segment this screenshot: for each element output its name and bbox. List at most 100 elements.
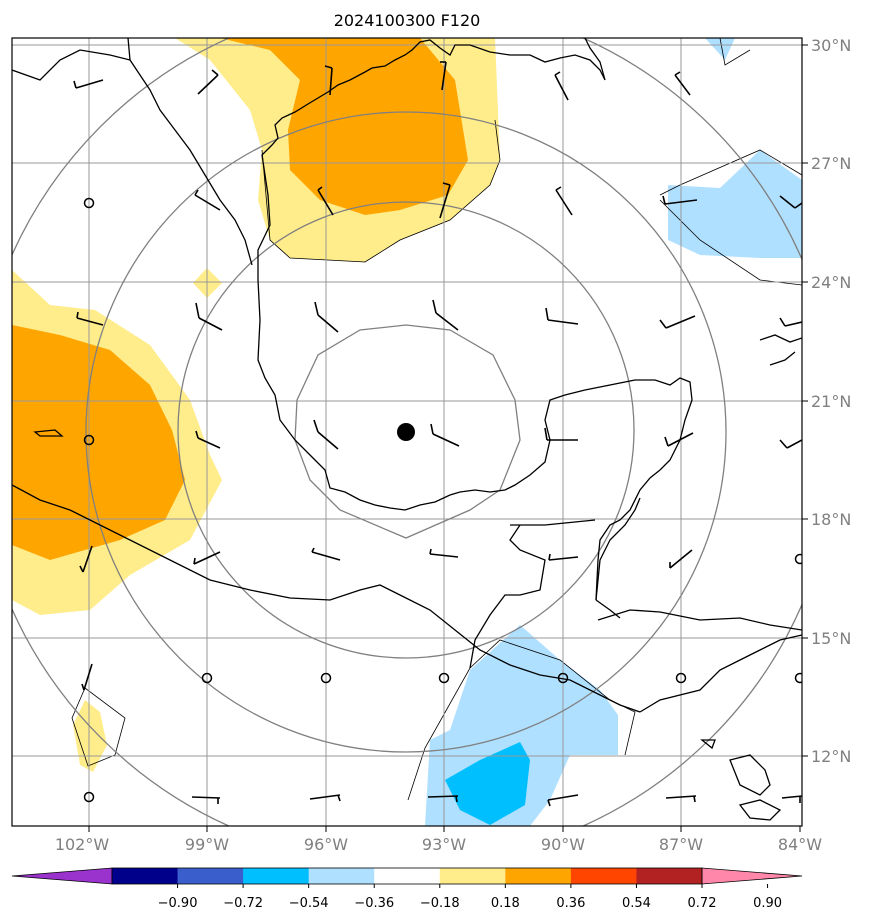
calm-wind-markers — [83, 197, 802, 803]
colorbar-tick-label: −0.18 — [420, 896, 460, 911]
lat-tick-label: 12°N — [811, 747, 851, 766]
ring-2 — [177, 201, 635, 659]
lat-tick-label: 15°N — [811, 629, 851, 648]
wind-barb — [427, 795, 459, 803]
colorbar-frame — [111, 867, 703, 885]
colorbar-tick-label: 0.54 — [622, 896, 651, 911]
colorbar-bin — [374, 868, 441, 884]
lon-axis: 102°W 99°W 96°W 93°W 90°W 87°W 84°W — [55, 826, 822, 854]
wind-barb — [779, 195, 802, 209]
guatemala-east — [595, 599, 621, 619]
ring-3 — [85, 111, 727, 753]
mexico-gulf-coast — [257, 279, 693, 601]
wind-barb — [193, 551, 221, 565]
wind-barb — [430, 423, 460, 447]
wind-barb — [324, 65, 333, 96]
cuba-outline — [729, 754, 771, 796]
florida-panhandle — [584, 38, 606, 81]
colorbar-tick-label: 0.90 — [753, 896, 782, 911]
colorbar-bin — [112, 868, 179, 884]
wind-barb — [662, 195, 698, 205]
negative-anomaly-east — [668, 150, 802, 258]
wind-barb — [781, 795, 802, 803]
wind-barb — [545, 307, 579, 325]
texas-inland-border — [12, 49, 253, 266]
colorbar-tick-label: 0.18 — [491, 896, 520, 911]
us-gulf-coast — [257, 39, 606, 280]
ring-1 — [294, 324, 521, 539]
colorbar-bin — [636, 868, 703, 884]
east-coast-fragment-2 — [769, 351, 796, 366]
distance-rings — [12, 38, 802, 826]
map-area — [12, 38, 802, 826]
colorbar-bin — [439, 868, 506, 884]
graticule — [12, 38, 802, 826]
lat-axis: 30°N 27°N 24°N 21°N 18°N 15°N 12°N — [802, 36, 851, 766]
lat-tick-label: 27°N — [811, 154, 851, 173]
wind-barb — [779, 317, 802, 327]
calm-marker — [557, 672, 569, 684]
calm-marker — [83, 434, 95, 446]
wind-barb — [191, 796, 221, 804]
wind-barb — [665, 795, 697, 803]
calm-marker — [794, 553, 802, 565]
colorbar-tick-label: 0.72 — [688, 896, 717, 911]
colorbar-tick-label: −0.54 — [289, 896, 329, 911]
wind-barb — [659, 315, 696, 329]
wind-barb — [313, 419, 339, 450]
wind-barb — [440, 61, 447, 91]
colorbar-bin — [243, 868, 310, 884]
central-america-border — [469, 524, 546, 669]
positive-anomaly-ne-orange — [220, 38, 468, 215]
lon-tick-label: 93°W — [422, 835, 466, 854]
colorbar-extend-low — [11, 867, 113, 885]
lat-tick-label: 30°N — [811, 36, 851, 55]
calm-marker — [320, 672, 332, 684]
island-1 — [33, 429, 64, 437]
filled-contours — [12, 38, 802, 826]
calm-marker — [201, 672, 213, 684]
wind-barb — [432, 299, 459, 331]
colorbar-bin — [505, 868, 572, 884]
calm-marker — [83, 791, 95, 803]
island-3 — [738, 799, 782, 821]
wind-barb — [195, 430, 221, 449]
colorbar-tick-label: −0.90 — [158, 896, 198, 911]
wind-barb — [674, 71, 691, 96]
calm-marker — [675, 672, 687, 684]
calm-marker — [794, 672, 802, 684]
wind-barb — [544, 427, 578, 441]
figure-title: 2024100300 F120 — [334, 11, 481, 30]
wind-barb — [197, 69, 219, 95]
wind-barb — [664, 432, 694, 447]
wind-barb — [669, 549, 693, 569]
wind-barb — [76, 311, 104, 326]
lon-tick-label: 87°W — [659, 835, 703, 854]
wind-barb — [309, 794, 341, 802]
wind-barb — [429, 548, 459, 558]
negative-anomaly-top — [705, 38, 735, 60]
calm-marker — [438, 672, 450, 684]
colorbar-bin — [570, 868, 637, 884]
wind-barb — [547, 794, 579, 807]
wind-barb — [81, 663, 93, 691]
east-coast-fragment — [759, 334, 802, 343]
map-frame — [11, 37, 803, 827]
colorbar-extend-high — [701, 867, 803, 885]
wind-barb — [314, 301, 339, 333]
wind-barb — [317, 186, 334, 216]
wind-barb — [779, 439, 802, 449]
wind-barb — [555, 186, 573, 216]
wind-barb — [311, 547, 341, 561]
wind-barb — [73, 79, 104, 89]
yucatan-west — [510, 519, 596, 526]
colorbar-tick-label: −0.72 — [223, 896, 263, 911]
wind-barb — [79, 545, 93, 573]
lat-tick-label: 24°N — [811, 273, 851, 292]
lon-tick-label: 99°W — [185, 835, 229, 854]
belize-coast — [595, 497, 641, 601]
wind-barb — [548, 553, 579, 561]
wind-barbs — [73, 61, 802, 807]
nicaragua-coast — [639, 634, 802, 713]
wind-barb — [194, 189, 221, 211]
